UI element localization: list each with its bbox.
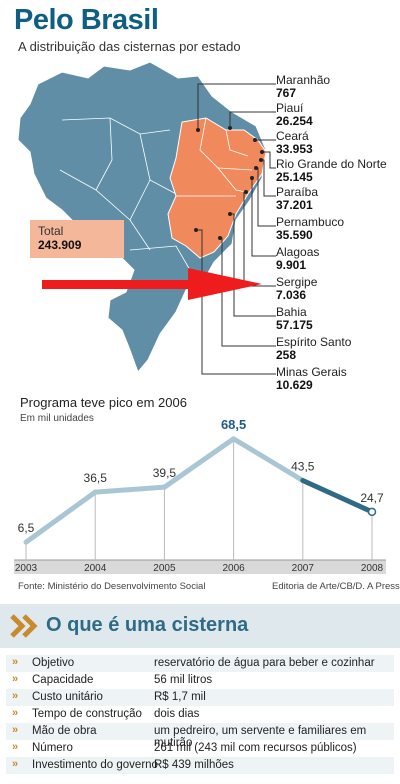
series-segment: [231, 436, 306, 483]
page-title: Pelo Brasil: [14, 4, 159, 36]
chevron-icon: »: [12, 724, 19, 736]
chevron-icon: »: [12, 690, 19, 702]
info-value: um pedreiro, um servente e familiares em…: [154, 725, 367, 749]
info-key: Objetivo: [32, 657, 75, 669]
x-tick-label: 2007: [292, 563, 315, 574]
data-label: 39,5: [153, 466, 177, 480]
section-title: O que é uma cisterna: [46, 614, 249, 636]
data-label: 43,5: [291, 460, 315, 474]
state-name: Sergipe: [276, 275, 318, 289]
state-value: 57.175: [276, 318, 313, 332]
chevron-icon: »: [12, 741, 19, 753]
brazil-map: [17, 61, 276, 375]
info-row: » Objetivo reservatório de água para beb…: [6, 655, 394, 672]
state-value: 9.901: [276, 258, 307, 272]
state-name: Piauí: [276, 101, 304, 115]
state-espirito-santo: Espírito Santo 258: [276, 336, 351, 362]
state-minas-gerais: Minas Gerais 10.629: [276, 366, 347, 392]
state-dots: [194, 126, 264, 240]
series-segment: [300, 478, 375, 515]
state-alagoas: Alagoas 9.901: [276, 246, 319, 272]
state-name: Paraíba: [276, 185, 319, 199]
info-key: Capacidade: [32, 674, 94, 686]
credit-note: Editoria de Arte/CB/D. A Press: [272, 581, 400, 592]
info-key: Tempo de construção: [32, 708, 142, 720]
x-axis-band: [14, 560, 386, 574]
state-ceara: Ceará 33.953: [276, 130, 313, 156]
double-chevron-icon: [10, 614, 38, 638]
state-name: Minas Gerais: [276, 365, 347, 379]
end-point-marker: [367, 507, 377, 517]
state-sergipe: Sergipe 7.036: [276, 276, 317, 302]
state-name: Bahia: [276, 305, 307, 319]
state-name: Alagoas: [276, 245, 320, 259]
state-paraiba: Paraíba 37.201: [276, 186, 318, 212]
info-value: 56 mil litros: [154, 674, 213, 686]
state-value: 33.953: [276, 142, 313, 156]
total-box: [30, 220, 124, 258]
info-row: » Investimento do governo R$ 439 milhões: [6, 757, 394, 774]
total-label: Total: [38, 224, 64, 238]
info-row: » Número 261 mil (243 mil com recursos p…: [6, 740, 394, 757]
state-pernambuco: Pernambuco 35.590: [276, 216, 344, 242]
total-value: 243.909: [38, 238, 82, 252]
page-subtitle: A distribuição das cisternas por estado: [18, 39, 241, 54]
info-value: R$ 1,7 mil: [154, 691, 206, 703]
series-segment: [161, 436, 237, 490]
series-segment: [23, 489, 98, 545]
state-value: 37.201: [276, 198, 313, 212]
chevron-icon: »: [12, 707, 19, 719]
state-value: 767: [276, 86, 297, 100]
state-maranhao: Maranhão 767: [276, 74, 330, 100]
section-header: [0, 604, 400, 648]
x-tick-label: 2005: [153, 563, 176, 574]
red-arrow: [42, 268, 262, 300]
info-row: » Tempo de construção dois dias: [6, 706, 394, 723]
chart-title: Programa teve pico em 2006: [20, 395, 187, 410]
state-rio-grande-do-norte: Rio Grande do Norte 25.145: [276, 158, 387, 184]
state-name: Ceará: [276, 129, 309, 143]
series-segment: [92, 484, 167, 495]
info-key: Mão de obra: [32, 725, 97, 737]
state-value: 25.145: [276, 170, 313, 184]
data-label: 68,5: [221, 417, 246, 432]
chevron-icon: »: [12, 656, 19, 668]
x-tick-label: 2003: [15, 563, 38, 574]
data-label: 6,5: [18, 521, 35, 535]
state-name: Espírito Santo: [276, 335, 352, 349]
info-value: reservatório de água para beber e cozinh…: [154, 657, 375, 669]
state-name: Rio Grande do Norte: [276, 157, 387, 171]
info-key: Investimento do governo: [32, 759, 158, 771]
info-row: » Mão de obra um pedreiro, um servente e…: [6, 723, 394, 749]
state-name: Pernambuco: [276, 215, 345, 229]
info-key: Número: [32, 742, 73, 754]
state-piaui: Piauí 26.254: [276, 102, 313, 128]
info-key: Custo unitário: [32, 691, 103, 703]
state-value: 258: [276, 348, 297, 362]
state-value: 26.254: [276, 114, 313, 128]
state-value: 7.036: [276, 288, 307, 302]
info-value: 261 mil (243 mil com recursos públicos): [154, 742, 357, 754]
state-name: Maranhão: [276, 73, 331, 87]
info-row: » Capacidade 56 mil litros: [6, 672, 394, 689]
chevron-icon: »: [12, 673, 19, 685]
source-note: Fonte: Ministério do Desenvolvimento Soc…: [18, 581, 206, 592]
northeast-borders: [176, 117, 253, 197]
info-value: dois dias: [154, 708, 200, 720]
state-value: 35.590: [276, 228, 313, 242]
chart-unit: Em mil unidades: [20, 413, 94, 424]
info-value: R$ 439 milhões: [154, 759, 234, 771]
x-tick-label: 2008: [361, 563, 384, 574]
state-bahia: Bahia 57.175: [276, 306, 313, 332]
chevron-icon: »: [12, 758, 19, 770]
x-tick-label: 2006: [222, 563, 245, 574]
data-label: 36,5: [84, 471, 108, 485]
state-value: 10.629: [276, 378, 313, 392]
x-tick-label: 2004: [84, 563, 107, 574]
state-borders: [59, 117, 191, 271]
info-row: » Custo unitário R$ 1,7 mil: [6, 689, 394, 706]
data-label: 24,7: [360, 491, 384, 505]
